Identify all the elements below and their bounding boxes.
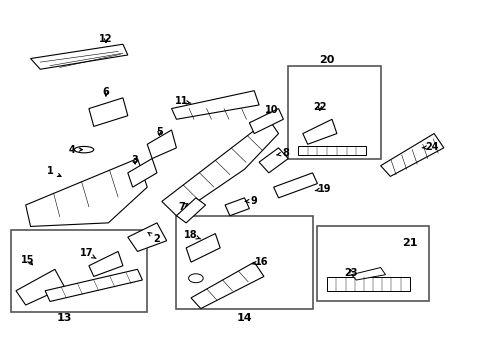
Polygon shape <box>127 223 166 251</box>
Text: 21: 21 <box>401 238 417 248</box>
Text: 6: 6 <box>102 87 109 98</box>
Text: 13: 13 <box>57 312 72 323</box>
Bar <box>11 230 147 312</box>
Text: 11: 11 <box>174 96 190 107</box>
Text: 19: 19 <box>315 184 331 194</box>
Bar <box>287 66 380 158</box>
Text: 10: 10 <box>264 105 277 115</box>
Text: 4: 4 <box>68 145 82 155</box>
Text: 9: 9 <box>244 196 257 206</box>
Polygon shape <box>191 262 264 309</box>
Polygon shape <box>162 119 278 216</box>
Text: 16: 16 <box>251 257 268 267</box>
Text: 17: 17 <box>80 248 96 258</box>
Bar <box>297 146 366 155</box>
Polygon shape <box>89 251 122 276</box>
Polygon shape <box>224 198 249 216</box>
Polygon shape <box>26 158 147 226</box>
Text: 2: 2 <box>148 233 160 244</box>
Bar <box>176 216 312 309</box>
Polygon shape <box>16 269 64 305</box>
Polygon shape <box>127 158 157 187</box>
Text: 14: 14 <box>236 312 252 323</box>
Bar <box>317 226 428 301</box>
Bar <box>326 277 409 291</box>
Text: 8: 8 <box>276 148 289 158</box>
Text: 20: 20 <box>319 55 334 65</box>
Polygon shape <box>249 109 283 134</box>
Polygon shape <box>30 44 127 69</box>
Polygon shape <box>186 234 220 262</box>
Text: 18: 18 <box>184 230 200 240</box>
Text: 22: 22 <box>312 102 326 112</box>
Polygon shape <box>302 119 336 144</box>
Polygon shape <box>351 267 385 280</box>
Text: 1: 1 <box>46 166 61 176</box>
Text: 7: 7 <box>178 202 187 212</box>
Polygon shape <box>259 148 287 173</box>
Polygon shape <box>273 173 317 198</box>
Text: 3: 3 <box>131 156 138 165</box>
Text: 5: 5 <box>156 127 163 137</box>
Polygon shape <box>171 91 259 119</box>
Polygon shape <box>147 130 176 158</box>
Polygon shape <box>89 98 127 126</box>
Polygon shape <box>45 269 142 301</box>
Polygon shape <box>380 134 443 176</box>
Text: 15: 15 <box>21 255 35 265</box>
Polygon shape <box>176 198 205 223</box>
Text: 12: 12 <box>99 34 112 44</box>
Text: 23: 23 <box>344 268 358 278</box>
Text: 24: 24 <box>421 142 438 152</box>
